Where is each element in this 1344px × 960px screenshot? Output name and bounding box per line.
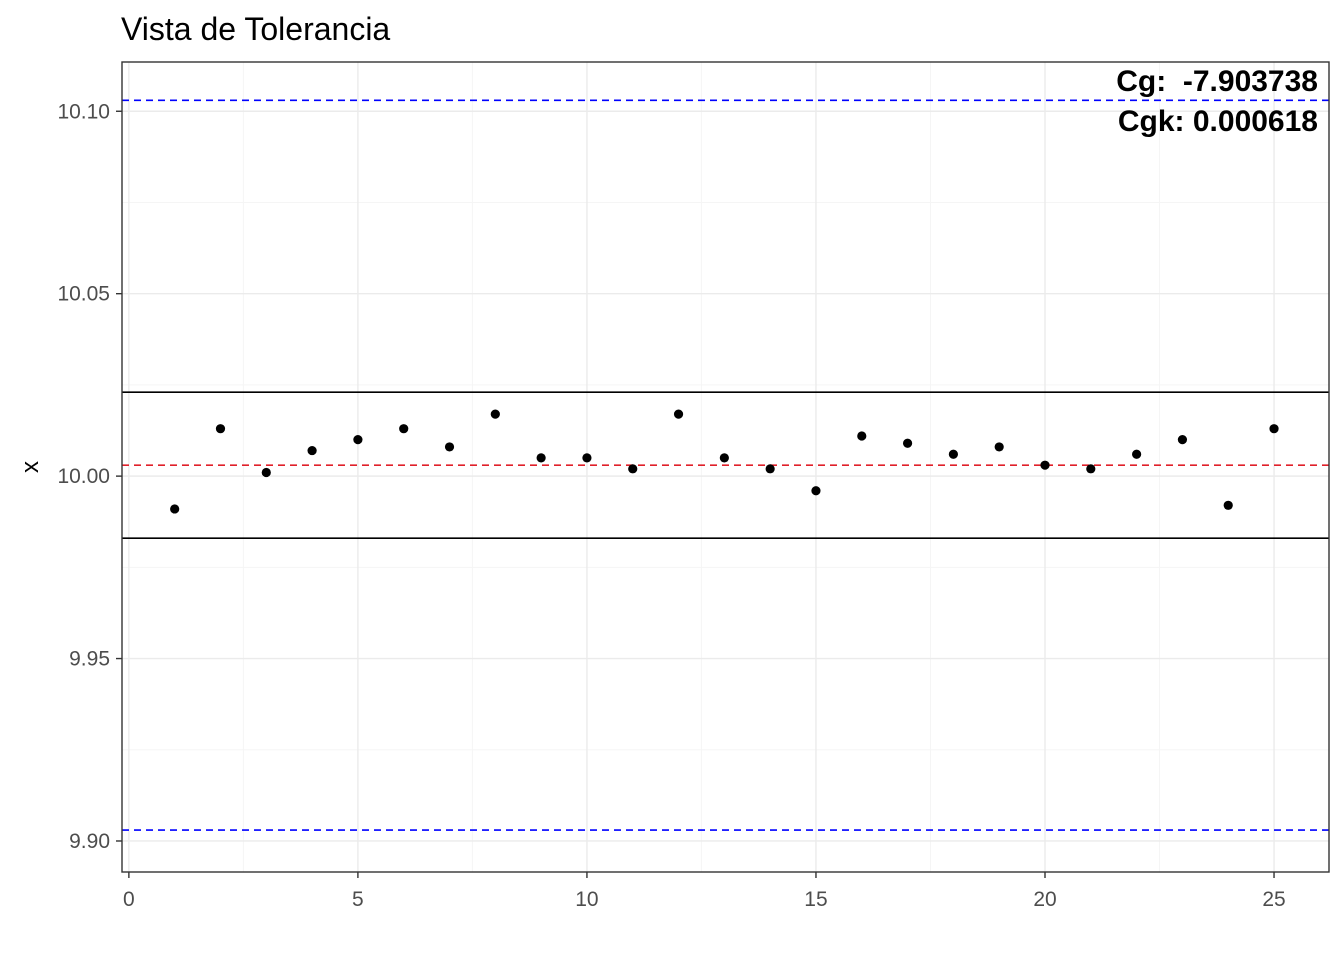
data-point bbox=[994, 442, 1004, 452]
capability-annotation: Cgk: 0.000618 bbox=[1118, 105, 1318, 138]
panel-border bbox=[121, 61, 1330, 873]
y-tick-label: 9.95 bbox=[69, 648, 110, 671]
y-axis-label: x bbox=[17, 461, 44, 473]
data-point bbox=[1177, 435, 1188, 445]
data-point bbox=[536, 453, 546, 463]
data-point bbox=[1223, 500, 1233, 510]
x-tick-label: 20 bbox=[1033, 888, 1056, 911]
data-point bbox=[948, 449, 958, 459]
data-point bbox=[719, 453, 729, 463]
capability-annotation: Cg: -7.903738 bbox=[1116, 65, 1318, 98]
data-point bbox=[261, 467, 271, 478]
x-tick-label: 10 bbox=[575, 888, 598, 911]
data-point bbox=[1040, 460, 1050, 470]
y-tick-label: 10.05 bbox=[57, 283, 110, 306]
y-tick-label: 10.00 bbox=[57, 465, 110, 488]
plot-area bbox=[121, 61, 1330, 873]
data-point bbox=[1269, 424, 1279, 434]
data-point bbox=[307, 445, 317, 456]
data-point bbox=[628, 464, 638, 474]
data-point bbox=[902, 438, 913, 448]
data-point bbox=[1086, 464, 1096, 474]
data-point bbox=[444, 442, 455, 452]
data-point bbox=[490, 409, 500, 419]
x-tick-label: 5 bbox=[352, 888, 364, 911]
y-tick-label: 10.10 bbox=[57, 100, 110, 123]
data-point bbox=[170, 504, 180, 514]
data-point bbox=[673, 409, 684, 419]
data-point bbox=[215, 424, 226, 434]
x-tick-label: 0 bbox=[123, 888, 135, 911]
data-point bbox=[399, 424, 409, 434]
x-tick-label: 15 bbox=[804, 888, 827, 911]
data-point bbox=[1132, 449, 1142, 459]
x-tick-label: 25 bbox=[1262, 888, 1285, 911]
y-axis: 9.90 9.95 10.00 10.05 10.10 bbox=[57, 100, 122, 853]
data-point bbox=[353, 435, 363, 445]
y-tick-label: 9.90 bbox=[69, 830, 110, 853]
panel-background bbox=[122, 62, 1329, 872]
data-point bbox=[857, 431, 867, 441]
capability-annotations: Cg: -7.903738 Cgk: 0.000618 bbox=[1116, 65, 1318, 138]
x-axis: 0 5 10 15 20 25 bbox=[123, 872, 1286, 911]
data-point bbox=[765, 464, 775, 474]
data-point bbox=[582, 453, 592, 463]
chart-title: Vista de Tolerancia bbox=[121, 11, 390, 47]
data-point bbox=[811, 486, 821, 496]
